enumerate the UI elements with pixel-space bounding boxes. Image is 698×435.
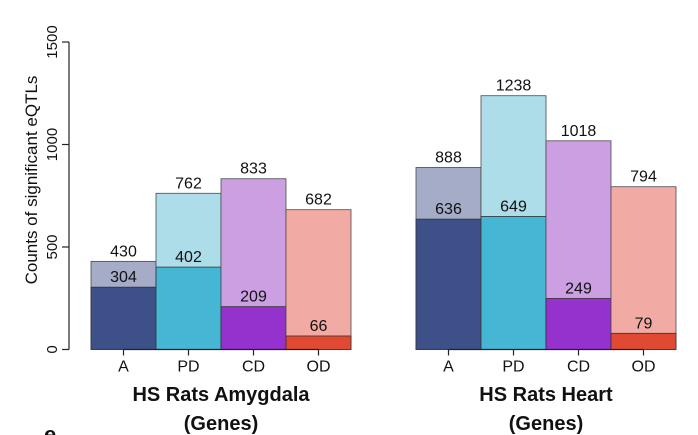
bar-subset: [480, 216, 547, 350]
total-value-label: 888: [435, 149, 462, 166]
x-category-label: CD: [242, 359, 265, 376]
y-tick-label: 1000: [44, 128, 61, 161]
x-category-label: A: [443, 359, 454, 376]
total-value-label: 682: [305, 192, 332, 209]
bar-subset: [610, 332, 677, 350]
x-category-label: OD: [632, 359, 656, 376]
subset-value-label: 636: [435, 201, 462, 218]
subset-value-label: 649: [500, 198, 527, 215]
subset-value-label: 209: [240, 289, 267, 306]
x-category-label: OD: [307, 359, 331, 376]
bar-subset: [285, 335, 352, 350]
bar-subset: [545, 298, 612, 350]
subset-value-label: 79: [635, 315, 653, 332]
subset-value-label: 304: [110, 269, 137, 286]
y-tick-label: 1500: [44, 25, 61, 58]
x-category-label: CD: [567, 359, 590, 376]
total-value-label: 833: [240, 161, 267, 178]
panel-title: HS Rats Amygdala: [132, 384, 310, 406]
panel-letter: e: [44, 422, 56, 435]
total-value-label: 794: [630, 169, 657, 186]
panel-subtitle: (Genes): [509, 413, 583, 435]
x-category-label: A: [118, 359, 129, 376]
plot-marks: 0 500 1000 1500 430 304 762 402 833 209 682 66 A PD CD…: [44, 25, 677, 435]
subset-value-label: 402: [175, 249, 202, 266]
bar-subset: [90, 286, 157, 350]
bar-total: [285, 209, 352, 350]
bar-subset: [415, 218, 482, 350]
bar-subset: [220, 306, 287, 350]
panel-subtitle: (Genes): [184, 413, 258, 435]
bar-subset: [155, 266, 222, 350]
x-category-label: PD: [177, 359, 199, 376]
total-value-label: 1238: [496, 78, 532, 95]
y-axis-label: Counts of significant eQTLs: [22, 76, 41, 285]
y-tick-label: 500: [44, 234, 61, 259]
panel-title: HS Rats Heart: [479, 384, 613, 406]
y-tick-label: 0: [44, 345, 61, 353]
total-value-label: 1018: [561, 123, 597, 140]
x-category-label: PD: [502, 359, 524, 376]
total-value-label: 430: [110, 243, 137, 260]
total-value-label: 762: [175, 175, 202, 192]
subset-value-label: 66: [310, 318, 328, 335]
bar-total: [610, 186, 677, 350]
subset-value-label: 249: [565, 280, 592, 297]
